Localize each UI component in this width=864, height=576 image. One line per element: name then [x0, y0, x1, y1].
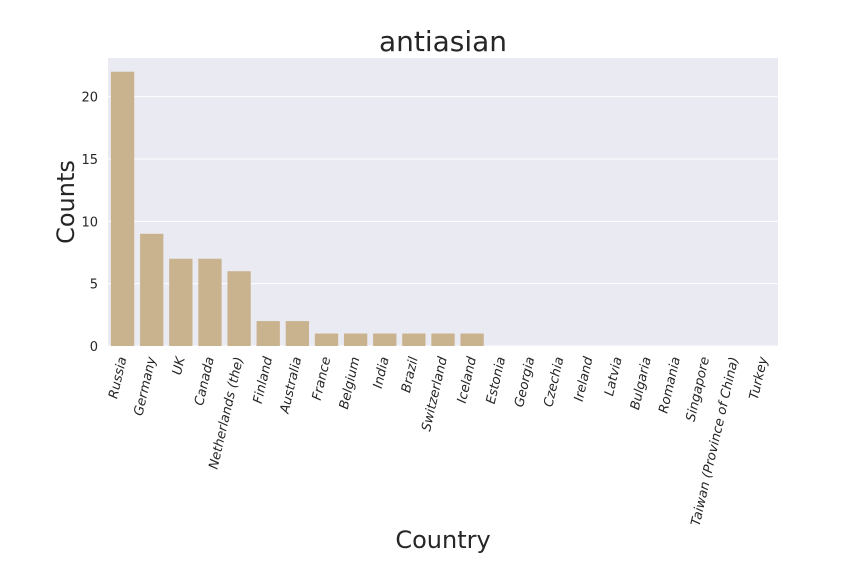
- bar: [343, 333, 368, 346]
- chart-title: antiasian: [379, 25, 507, 58]
- x-tick-label: India: [371, 355, 393, 389]
- bar: [256, 321, 280, 346]
- bars: [110, 71, 484, 346]
- y-tick-label: 0: [90, 340, 98, 355]
- bar: [198, 258, 222, 346]
- y-tick-label: 15: [81, 153, 98, 168]
- bar: [402, 333, 426, 346]
- x-tick-label: Canada: [192, 355, 218, 407]
- x-tick-label: Estonia: [484, 355, 509, 405]
- x-tick-label: Ireland: [572, 355, 597, 403]
- x-tick-label: Australia: [277, 356, 305, 416]
- x-tick-label: Czechia: [541, 356, 567, 409]
- bar: [373, 333, 397, 346]
- bar: [227, 271, 251, 346]
- bar: [169, 258, 193, 346]
- x-tick-label: France: [310, 356, 335, 402]
- x-tick-label: Germany: [131, 355, 159, 417]
- x-tick-label: Iceland: [455, 355, 480, 405]
- y-tick-label: 20: [81, 91, 98, 106]
- y-tick-labels: 0 5 10 15 20: [81, 91, 98, 355]
- x-axis-label: Country: [395, 526, 490, 554]
- y-tick-label: 10: [81, 215, 98, 230]
- bar: [460, 333, 484, 346]
- x-tick-label: Singapore: [684, 356, 713, 424]
- bar: [110, 71, 135, 346]
- x-tick-label: Latvia: [602, 355, 626, 397]
- x-tick-label: UK: [170, 354, 189, 376]
- bar: [431, 333, 455, 346]
- x-tick-label: Russia: [106, 356, 130, 401]
- x-tick-label: Romania: [656, 355, 684, 414]
- x-tick-label: Georgia: [512, 355, 538, 408]
- x-tick-label: Switzerland: [419, 355, 451, 433]
- x-tick-label: Finland: [251, 355, 276, 405]
- x-tick-label: Turkey: [747, 355, 771, 401]
- bar: [314, 333, 339, 346]
- y-tick-label: 5: [90, 278, 98, 293]
- y-axis-label: Counts: [52, 160, 80, 244]
- x-tick-label: Brazil: [399, 355, 422, 394]
- bar: [140, 233, 164, 346]
- x-tick-label: Belgium: [337, 356, 364, 411]
- bar: [285, 321, 309, 346]
- x-tick-label: Bulgaria: [628, 356, 655, 412]
